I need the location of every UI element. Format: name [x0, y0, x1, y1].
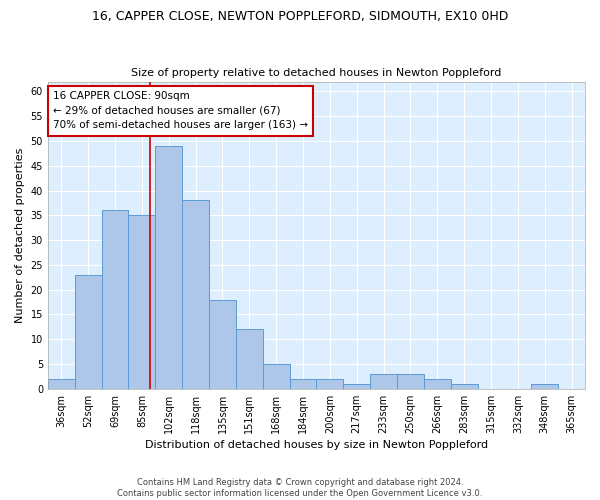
Bar — [531, 384, 558, 389]
Bar — [263, 364, 290, 389]
Bar — [343, 384, 370, 389]
Bar — [128, 216, 155, 389]
Text: 16, CAPPER CLOSE, NEWTON POPPLEFORD, SIDMOUTH, EX10 0HD: 16, CAPPER CLOSE, NEWTON POPPLEFORD, SID… — [92, 10, 508, 23]
Bar — [101, 210, 128, 389]
Y-axis label: Number of detached properties: Number of detached properties — [15, 148, 25, 323]
Bar — [424, 379, 451, 389]
Bar — [290, 379, 316, 389]
Bar — [236, 330, 263, 389]
Bar — [48, 379, 75, 389]
Bar — [209, 300, 236, 389]
Bar — [75, 275, 101, 389]
Bar — [155, 146, 182, 389]
Bar — [370, 374, 397, 389]
Bar — [397, 374, 424, 389]
Bar — [451, 384, 478, 389]
Bar — [316, 379, 343, 389]
Text: Contains HM Land Registry data © Crown copyright and database right 2024.
Contai: Contains HM Land Registry data © Crown c… — [118, 478, 482, 498]
Title: Size of property relative to detached houses in Newton Poppleford: Size of property relative to detached ho… — [131, 68, 502, 78]
Text: 16 CAPPER CLOSE: 90sqm
← 29% of detached houses are smaller (67)
70% of semi-det: 16 CAPPER CLOSE: 90sqm ← 29% of detached… — [53, 91, 308, 130]
Bar — [182, 200, 209, 389]
X-axis label: Distribution of detached houses by size in Newton Poppleford: Distribution of detached houses by size … — [145, 440, 488, 450]
